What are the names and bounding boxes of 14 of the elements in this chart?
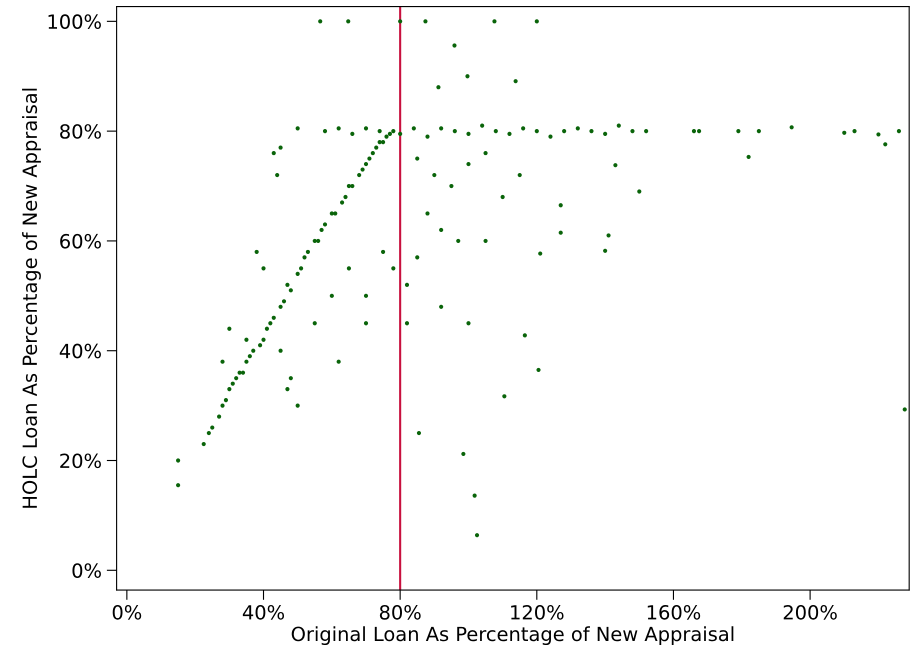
- x-tick-label: 200%: [784, 604, 837, 620]
- x-axis-title: Original Loan As Percentage of New Appraisal: [292, 626, 734, 646]
- x-tick-label: 120%: [511, 604, 564, 620]
- x-tick-label: 0%: [112, 604, 142, 620]
- y-axis-title: HOLC Loan As Percentage of New Appraisal: [22, 88, 41, 508]
- x-tick-label: 40%: [242, 604, 284, 620]
- y-tick-label: 60%: [60, 234, 101, 249]
- x-tick-label: 80%: [380, 604, 421, 620]
- y-tick-label: 40%: [60, 344, 101, 358]
- y-tick-label: 80%: [60, 124, 101, 139]
- y-tick-label: 20%: [60, 453, 101, 468]
- x-tick-label: 160%: [648, 604, 700, 620]
- y-tick-label: 100%: [48, 14, 101, 30]
- y-tick-label: 0%: [72, 563, 101, 578]
